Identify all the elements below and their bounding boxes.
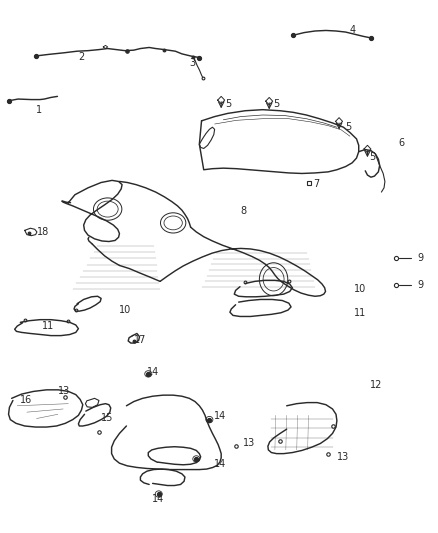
Text: 13: 13 [57,386,70,397]
Text: 9: 9 [418,280,424,290]
Text: 14: 14 [214,459,226,469]
Text: 16: 16 [20,395,32,406]
Text: 11: 11 [354,308,367,318]
Text: 18: 18 [36,228,49,238]
Text: 17: 17 [134,335,146,345]
Text: 8: 8 [240,206,246,216]
Text: 7: 7 [313,179,319,189]
Text: 14: 14 [147,367,159,377]
Text: 12: 12 [370,379,382,390]
Text: 5: 5 [226,99,232,109]
Text: 14: 14 [214,411,226,422]
Text: 15: 15 [101,413,113,423]
Text: 5: 5 [274,99,280,109]
Text: 10: 10 [120,305,132,315]
Text: 13: 13 [243,438,255,448]
Text: 14: 14 [152,494,164,504]
Text: 4: 4 [350,25,356,35]
Text: 11: 11 [42,321,54,331]
Text: 3: 3 [190,59,196,68]
Text: 13: 13 [337,452,349,462]
Text: 1: 1 [36,104,42,115]
Text: 6: 6 [398,138,404,148]
Text: 5: 5 [370,152,376,162]
Text: 9: 9 [418,253,424,263]
Text: 2: 2 [78,52,85,61]
Text: 10: 10 [354,284,367,294]
Text: 5: 5 [346,122,352,132]
